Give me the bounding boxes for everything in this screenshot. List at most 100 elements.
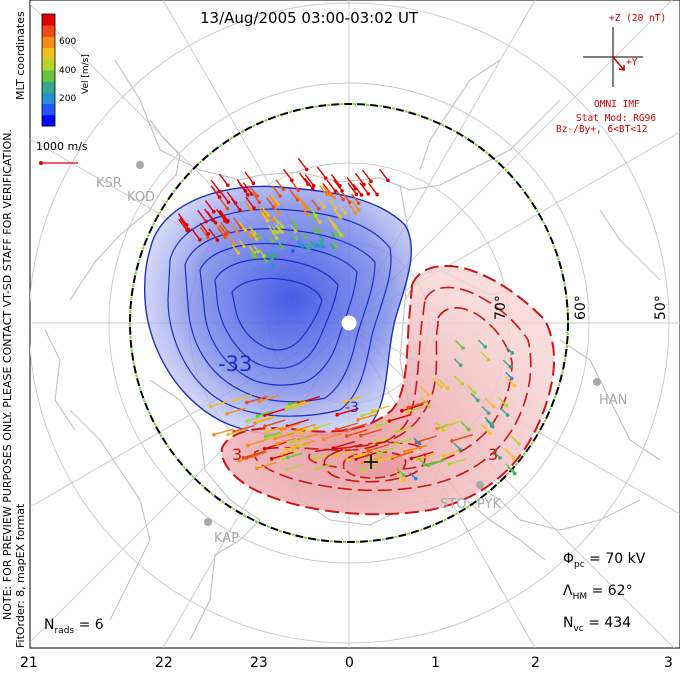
velocity-vector xyxy=(230,224,239,234)
velocity-vector xyxy=(355,451,378,460)
station-label: KAP xyxy=(214,531,240,546)
velocity-vector xyxy=(267,225,275,233)
velocity-vector xyxy=(291,249,294,252)
velocity-vector xyxy=(395,467,405,476)
velocity-vector xyxy=(268,235,274,242)
mlt-tick-label: 2 xyxy=(531,655,540,671)
chart-title: 13/Aug/2005 03:00-03:02 UT xyxy=(200,9,419,27)
velocity-vector xyxy=(310,208,317,216)
coordinate-system-label: MLT coordinates xyxy=(14,11,27,100)
velocity-vector xyxy=(435,422,445,431)
velocity-vector xyxy=(500,407,509,416)
velocity-vector xyxy=(336,449,354,457)
velocity-vector xyxy=(219,190,230,203)
velocity-vector xyxy=(257,415,276,423)
velocity-vector xyxy=(443,449,462,457)
velocity-vector xyxy=(362,464,378,471)
velocity-vector xyxy=(177,213,188,226)
colorbar-segment xyxy=(42,25,55,37)
velocity-vector xyxy=(276,437,296,445)
colorbar-frame xyxy=(41,13,56,127)
velocity-vector xyxy=(326,179,336,192)
velocity-vector xyxy=(327,188,335,198)
velocity-vector xyxy=(266,211,274,221)
velocity-vector xyxy=(419,385,429,396)
velocity-vector xyxy=(276,219,284,228)
velocity-vector xyxy=(323,433,342,440)
velocity-vector xyxy=(266,433,283,440)
velocity-vector xyxy=(286,443,304,451)
velocity-vector xyxy=(257,410,273,417)
velocity-vector xyxy=(485,419,494,428)
velocity-vector xyxy=(407,406,424,413)
velocity-vector xyxy=(297,423,316,431)
velocity-vector xyxy=(346,177,356,190)
velocity-vector xyxy=(261,212,269,221)
potential-minimum-marker xyxy=(341,315,357,331)
velocity-vector xyxy=(295,193,304,205)
watermark-note: NOTE: FOR PREVIEW PURPOSES ONLY. PLEASE … xyxy=(1,128,14,620)
velocity-vector xyxy=(210,185,221,198)
velocity-vector xyxy=(249,250,254,257)
velocity-vector xyxy=(479,350,489,360)
velocity-vector xyxy=(282,168,293,181)
colorbar-segment xyxy=(42,81,55,93)
velocity-vector xyxy=(470,393,479,401)
velocity-vector xyxy=(287,418,310,427)
colorbar-segment xyxy=(42,47,55,60)
velocity-vector xyxy=(251,191,260,203)
velocity-vector xyxy=(460,421,470,431)
velocity-vector xyxy=(336,422,359,431)
velocity-vector xyxy=(247,439,267,447)
velocity-vector xyxy=(301,427,320,434)
velocity-vector xyxy=(252,251,258,258)
velocity-vector xyxy=(257,205,266,216)
velocity-vector xyxy=(389,413,412,422)
velocity-vector xyxy=(330,174,341,187)
velocity-vector xyxy=(317,198,325,208)
velocity-vector xyxy=(297,157,308,170)
velocity-vector xyxy=(354,450,374,458)
velocity-vector xyxy=(319,235,324,241)
velocity-vector xyxy=(272,185,281,197)
velocity-vector xyxy=(454,375,463,385)
contour-label: 3 xyxy=(488,445,499,464)
colorbar-segment xyxy=(42,92,55,105)
velocity-vector xyxy=(290,224,297,232)
velocity-vector xyxy=(484,397,495,408)
velocity-vector xyxy=(368,443,390,452)
velocity-vector xyxy=(249,226,256,235)
velocity-vector xyxy=(216,226,226,238)
velocity-vector xyxy=(252,244,259,252)
velocity-vector xyxy=(453,358,462,366)
velocity-vector xyxy=(362,410,378,417)
velocity-vector xyxy=(327,216,335,226)
velocity-vector xyxy=(266,425,284,433)
velocity-vector xyxy=(331,230,338,237)
velocity-vector xyxy=(271,451,294,460)
velocity-vector xyxy=(505,463,514,472)
velocity-vector xyxy=(453,442,461,450)
velocity-vector xyxy=(299,172,309,185)
velocity-vector xyxy=(287,452,303,459)
velocity-vector xyxy=(287,401,306,408)
velocity-vector xyxy=(351,200,360,211)
colorbar-segment xyxy=(42,36,55,49)
velocity-vector xyxy=(231,244,239,254)
model-label: Stat Mod: RG96 xyxy=(576,113,657,124)
velocity-vector xyxy=(300,205,308,215)
velocity-vector xyxy=(238,221,246,231)
velocity-vector xyxy=(273,215,279,224)
velocity-vector xyxy=(449,458,466,465)
velocity-vector xyxy=(219,197,228,210)
imf-vector xyxy=(612,56,625,71)
velocity-vector xyxy=(408,444,428,452)
velocity-vector xyxy=(336,407,359,416)
station-markers xyxy=(136,161,601,526)
velocity-scale-label: 1000 m/s xyxy=(36,140,88,153)
station-marker xyxy=(593,378,601,386)
velocity-vector xyxy=(477,339,486,348)
velocity-vector xyxy=(311,199,320,210)
velocity-vector xyxy=(264,441,287,450)
